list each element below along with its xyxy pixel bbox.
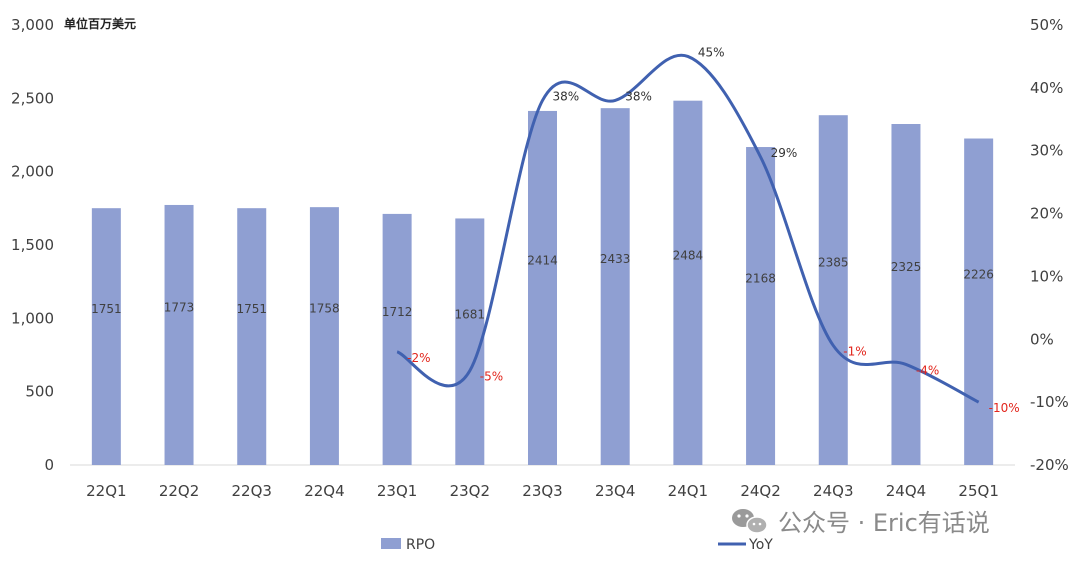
rpo-bar-value-label: 2433	[600, 252, 631, 266]
x-tick-label: 25Q1	[958, 482, 998, 500]
yoy-value-label: -4%	[916, 363, 939, 377]
rpo-bar-value-label: 2226	[963, 267, 994, 281]
rpo-bar-value-label: 1751	[236, 302, 267, 316]
unit-label: 单位百万美元	[64, 16, 136, 31]
x-tick-label: 22Q3	[232, 482, 272, 500]
x-tick-label: 23Q4	[595, 482, 635, 500]
x-tick-label: 24Q2	[740, 482, 780, 500]
rpo-bar-value-label: 2414	[527, 254, 558, 268]
legend-rpo-swatch	[381, 538, 401, 549]
rpo-bar	[818, 115, 848, 465]
rpo-bar	[91, 208, 121, 466]
legend: RPO YoY	[381, 537, 773, 553]
rpo-bar-value-label: 1751	[91, 302, 122, 316]
rpo-bar	[891, 124, 921, 465]
yoy-value-label: 45%	[698, 45, 725, 59]
legend-rpo-label: RPO	[406, 537, 435, 553]
y-left-tick-label: 500	[25, 383, 54, 401]
yoy-value-label: 38%	[553, 89, 580, 103]
rpo-bar	[673, 100, 703, 466]
y-right-tick-label: 50%	[1030, 16, 1063, 34]
wechat-icon	[732, 509, 768, 534]
rpo-bar-value-label: 2484	[673, 248, 704, 262]
rpo-bar	[528, 110, 557, 466]
x-tick-label: 22Q1	[86, 482, 126, 500]
y-right-tick-label: 30%	[1030, 142, 1063, 160]
x-tick-label: 23Q2	[450, 482, 490, 500]
rpo-bar-value-label: 1712	[382, 305, 413, 319]
yoy-value-label: 38%	[625, 89, 652, 103]
watermark-text: 公众号 · Eric有话说	[778, 509, 990, 537]
yoy-value-label: -5%	[480, 370, 503, 384]
y-left-tick-label: 2,000	[11, 163, 54, 181]
y-left-tick-label: 1,500	[11, 236, 54, 254]
y-left-tick-label: 1,000	[11, 309, 54, 327]
rpo-bar	[600, 108, 630, 465]
yoy-series-line	[396, 53, 980, 404]
legend-yoy-label: YoY	[748, 537, 773, 553]
rpo-bar	[964, 138, 994, 465]
rpo-bar-value-label: 2325	[891, 260, 922, 274]
rpo-bar-value-label: 1758	[309, 302, 340, 316]
rpo-bar	[746, 147, 776, 465]
y-right-tick-label: -10%	[1030, 393, 1069, 411]
y-right-tick-label: 20%	[1030, 205, 1063, 223]
yoy-value-label: -1%	[843, 345, 866, 359]
y-right-tick-label: 10%	[1030, 267, 1063, 285]
yoy-value-label: -2%	[407, 351, 430, 365]
yoy-value-label: 29%	[771, 146, 798, 160]
y-left-tick-label: 2,500	[11, 89, 54, 107]
x-tick-label: 24Q1	[668, 482, 708, 500]
rpo-bar-value-label: 2385	[818, 256, 849, 270]
x-tick-label: 22Q2	[159, 482, 199, 500]
x-tick-label: 24Q3	[813, 482, 853, 500]
rpo-bar-value-label: 2168	[745, 272, 776, 286]
rpo-bar-value-label: 1773	[164, 301, 195, 315]
rpo-bar-value-label: 1681	[455, 307, 486, 321]
x-tick-label: 24Q4	[886, 482, 926, 500]
y-right-tick-label: -20%	[1030, 456, 1069, 474]
rpo-bar	[455, 218, 485, 465]
rpo-bar	[164, 204, 194, 465]
y-right-tick-label: 40%	[1030, 79, 1063, 97]
y-left-tick-label: 3,000	[11, 16, 54, 34]
x-tick-label: 22Q4	[304, 482, 344, 500]
rpo-bar	[382, 213, 412, 465]
rpo-bar	[237, 208, 267, 466]
rpo-bar	[309, 207, 339, 465]
x-tick-label: 23Q3	[522, 482, 562, 500]
y-right-tick-label: 0%	[1030, 330, 1054, 348]
watermark: 公众号 · Eric有话说	[732, 509, 990, 537]
yoy-value-label: -10%	[989, 401, 1020, 415]
x-tick-label: 23Q1	[377, 482, 417, 500]
y-left-tick-label: 0	[44, 456, 54, 474]
